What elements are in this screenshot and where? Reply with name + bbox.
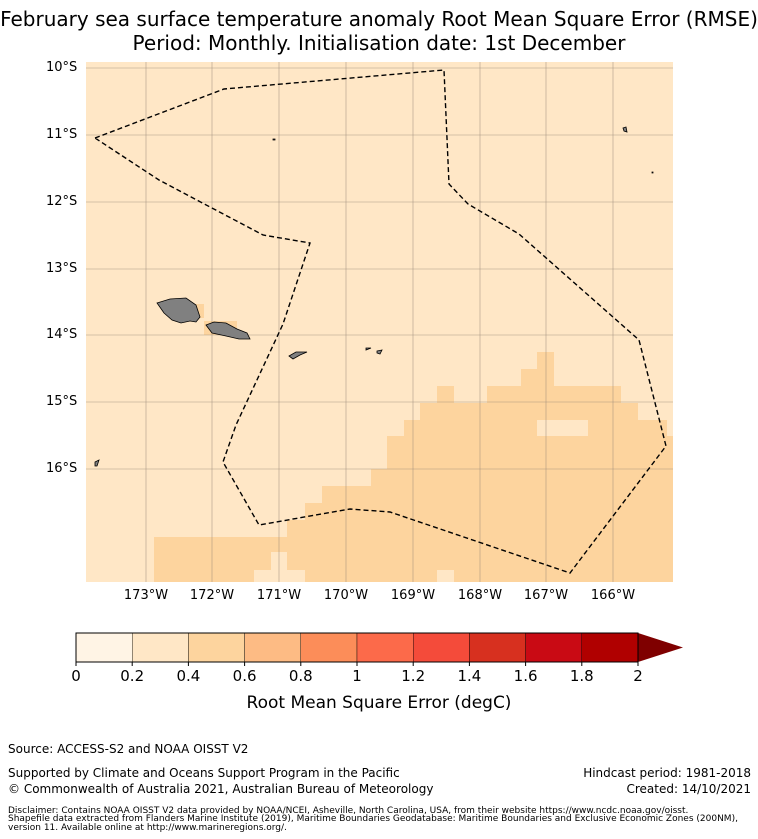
colorbar-cell <box>581 632 639 663</box>
source-text: Source: ACCESS-S2 and NOAA OISST V2 <box>8 742 249 756</box>
colorbar-tick-label: 1.6 <box>513 667 538 685</box>
colorbar-tick-label: 0.2 <box>120 667 145 685</box>
colorbar-tick-label: 1 <box>352 667 362 685</box>
small-islet-north <box>272 138 276 141</box>
lat-label-15s: 15°S <box>46 394 78 409</box>
colorbar-cell <box>188 632 245 663</box>
colorbar-label: Root Mean Square Error (degC) <box>246 693 512 713</box>
colorbar-cells <box>75 632 639 663</box>
light-cell-band <box>537 420 588 436</box>
created-date: Created: 14/10/2021 <box>626 782 751 796</box>
disclaimer-line-3: version 11. Available online at http://w… <box>8 823 287 833</box>
swains-islet <box>622 126 628 133</box>
colorbar-tick-label: 0.4 <box>176 667 201 685</box>
colorbar <box>75 632 683 666</box>
colorbar-cell <box>356 632 414 663</box>
lon-label-171w: 171°W <box>256 588 302 603</box>
lat-label-10s: 10°S <box>46 60 78 75</box>
colorbar-cell <box>413 632 470 663</box>
map-subtitle: Period: Monthly. Initialisation date: 1s… <box>132 31 626 55</box>
manua-islands <box>365 347 383 355</box>
colorbar-cell <box>75 632 133 663</box>
lon-label-166w: 166°W <box>590 588 636 603</box>
colorbar-cell <box>244 632 302 663</box>
lon-label-169w: 169°W <box>390 588 436 603</box>
lon-label-168w: 168°W <box>457 588 503 603</box>
savaii-island <box>156 297 201 324</box>
colorbar-tick-label: 1.2 <box>401 667 426 685</box>
supported-text: Supported by Climate and Oceans Support … <box>8 766 400 780</box>
lat-label-14s: 14°S <box>46 327 78 342</box>
disclaimer-line-1: Disclaimer: Contains NOAA OISST V2 data … <box>8 806 689 816</box>
map-title: February sea surface temperature anomaly… <box>0 7 758 31</box>
hindcast-period: Hindcast period: 1981-2018 <box>583 766 751 780</box>
gridlines <box>86 62 673 582</box>
copyright-text: © Commonwealth of Australia 2021, Austra… <box>8 782 434 796</box>
small-islet-east <box>651 171 654 174</box>
eez-boundary <box>93 69 667 574</box>
lon-label-173w: 173°W <box>123 588 169 603</box>
islands <box>94 126 654 467</box>
shaded-region-east <box>154 352 673 582</box>
colorbar-tick-label: 0.8 <box>288 667 313 685</box>
lat-label-12s: 12°S <box>46 194 78 209</box>
shaded-cell-island-2 <box>194 304 204 318</box>
colorbar-tick-label: 0.6 <box>232 667 257 685</box>
colorbar-tick-label: 2 <box>633 667 643 685</box>
disclaimer-line-2: Shapefile data extracted from Flanders M… <box>8 814 738 824</box>
colorbar-tick-label: 1.8 <box>569 667 594 685</box>
colorbar-extend-arrow <box>638 633 683 662</box>
upolu-island <box>205 321 251 340</box>
rmse-map <box>86 62 673 582</box>
lon-label-170w: 170°W <box>323 588 369 603</box>
colorbar-cell <box>469 632 526 663</box>
lat-label-16s: 16°S <box>46 461 78 476</box>
colorbar-tick-label: 0 <box>71 667 81 685</box>
lon-label-172w: 172°W <box>189 588 235 603</box>
small-islet-west <box>94 459 100 467</box>
lon-label-167w: 167°W <box>523 588 569 603</box>
tutuila-island <box>288 351 308 360</box>
colorbar-cell <box>131 632 189 663</box>
lat-label-11s: 11°S <box>46 127 78 142</box>
colorbar-cell <box>525 632 582 663</box>
colorbar-ticks <box>75 662 639 666</box>
lat-label-13s: 13°S <box>46 261 78 276</box>
colorbar-cell <box>300 632 358 663</box>
colorbar-tick-label: 1.4 <box>457 667 482 685</box>
